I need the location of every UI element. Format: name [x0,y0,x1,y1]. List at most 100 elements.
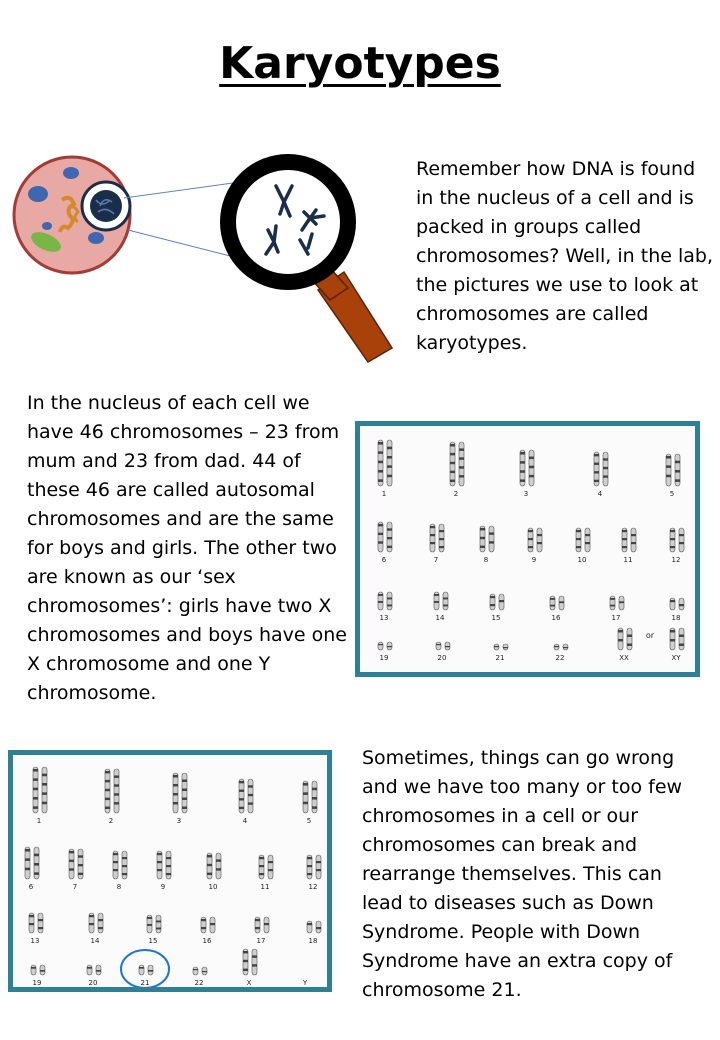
chromosome-label: 1 [37,817,41,825]
chromosome-pair-11 [621,527,637,553]
chromosome-label: or [646,631,655,640]
down-syndrome-karyotype-image: 1 2 3 4 5 6 7 8 9 10 11 12 13 14 15 16 17 18 19 20 21 22 X Y [8,750,332,992]
chromosome-label: 11 [624,556,633,564]
chromosome-label: XX [619,654,629,662]
chromosome-pair-22 [553,643,569,651]
chromosome-pair-7 [429,523,445,553]
chromosome-pair-4 [593,451,609,487]
chromosome-pair-21 [493,643,509,651]
chromosome-label: 16 [203,937,212,945]
chromosome-pair-14 [88,912,104,934]
chromosome-pair-18 [669,597,685,611]
chromosome-pair-20 [435,641,451,651]
chromosome-label: Y [302,979,308,987]
chromosome-label: 12 [672,556,681,564]
chromosome-label: 10 [209,883,218,891]
chromosome-label: 21 [496,654,505,662]
chromosome-label: 22 [195,979,204,987]
chromosome-pair-13 [28,912,44,934]
chromosome-label: XY [671,654,681,662]
chromosome-pair-17 [609,595,625,611]
chromosome-label: 1 [382,490,386,498]
chromosome-label: 10 [578,556,587,564]
chromosome-label: 3 [524,490,528,498]
chromosome-pair-20 [86,964,102,976]
chromosome-pair-13 [377,591,393,611]
chromosome-pair-xy [669,627,685,651]
chromosome-pair-12 [306,854,322,880]
chromosome-count-paragraph: In the nucleus of each cell we have 46 c… [27,392,347,704]
chromosome-label: 15 [149,937,158,945]
chromosome-label: 6 [382,556,387,564]
chromosome-label: 17 [612,614,621,622]
chromosome-label: 11 [261,883,270,891]
chromosome-label: 8 [117,883,121,891]
chromosome-label: 8 [484,556,488,564]
chromosome-label: 16 [552,614,561,622]
chromosome-pair-19 [30,964,46,976]
chromosome-label: 3 [177,817,181,825]
chromosome-pair-19 [377,641,393,651]
chromosome-label: X [247,979,252,987]
chromosome-label: 4 [243,817,248,825]
chromosome-label: 7 [434,556,438,564]
chromosome-pair-8 [479,525,495,553]
chromosome-pair-10 [575,527,591,553]
chromosome-label: 2 [454,490,458,498]
chromosome-pair-5 [665,453,681,487]
normal-karyotype-image: 1 2 3 4 5 6 7 8 9 10 11 12 13 14 15 16 17 18 19 20 21 22 XX or X… [355,421,700,677]
chromosome-label: 17 [257,937,266,945]
chromosome-label: 13 [31,937,40,945]
chromosome-label: 6 [29,883,34,891]
chromosome-pair-15 [146,914,162,934]
chromosome-label: 2 [109,817,113,825]
chromosome-pair-6 [24,846,40,880]
chromosome-label: 7 [73,883,77,891]
chromosome-pair-21 [138,964,154,976]
chromosome-label: 9 [532,556,536,564]
page-title-text: Karyotypes [219,38,501,89]
chromosome-pair-xx [617,627,633,651]
chromosome-pair-7 [68,848,84,880]
chromosome-pair-9 [527,527,543,553]
chromosome-label: 5 [307,817,311,825]
chromosome-pair-16 [549,595,565,611]
chromosome-label: 19 [33,979,42,987]
chromosome-label: 5 [670,490,674,498]
chromosome-label: 18 [309,937,318,945]
chromosome-label: 14 [91,937,100,945]
chromosome-pair-2 [449,441,465,487]
magnifying-glass-icon [220,154,394,363]
chromosome-pair-1 [32,766,48,814]
page-title: Karyotypes [0,38,720,89]
chromosome-pair-11 [258,854,274,880]
chromosome-pair-1 [377,439,393,487]
intro-paragraph: Remember how DNA is found in the nucleus… [416,158,713,354]
chromosome-pair-4 [238,778,254,814]
chromosome-label: 18 [672,614,681,622]
cell-magnifier-illustration [12,154,394,363]
chromosome-pair-x [242,948,258,976]
chromosome-pair-3 [172,772,188,814]
chromosome-label: 19 [380,654,389,662]
chromosome-label: 4 [598,490,603,498]
chromosome-pair-17 [254,916,270,934]
chromosome-pair-14 [433,591,449,611]
chromosome-pair-10 [206,852,222,880]
chromosome-pair-6 [377,521,393,553]
chromosome-pair-2 [104,768,120,814]
chromosome-label: 12 [309,883,318,891]
abnormal-paragraph: Sometimes, things can go wrong and we ha… [362,747,683,1001]
highlight-circle [120,949,170,987]
cell-icon [12,155,132,275]
chromosome-label: 13 [380,614,389,622]
chromosome-pair-18 [306,920,322,934]
chromosome-label: 21 [141,979,150,987]
chromosome-label: 20 [89,979,98,987]
chromosome-pair-5 [302,780,318,814]
chromosome-pair-8 [112,850,128,880]
chromosome-label: 20 [438,654,447,662]
chromosome-pair-9 [156,850,172,880]
